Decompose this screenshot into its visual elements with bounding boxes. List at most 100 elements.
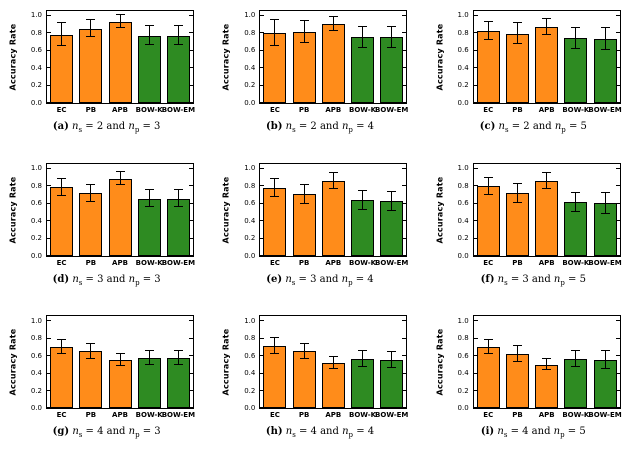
y-tick-icon [47,407,51,409]
y-tick-label: 0.0 [244,404,256,413]
y-tick-label: 0.8 [457,181,469,190]
y-tick-icon [615,32,620,34]
y-tick-icon [402,102,407,103]
x-tick-label-BOW-K: BOW-K [562,258,590,267]
error-bar [119,354,121,367]
y-tick-icon [615,14,620,16]
y-tick-icon [189,14,193,16]
error-bar [90,343,92,360]
y-tick-icon [615,167,620,169]
y-tick-label: 1.0 [457,164,469,173]
y-tick-icon [47,390,51,392]
error-bar [177,189,179,208]
chart-caption-g: (g) ns = 4 and np = 3 [0,426,213,439]
error-bar-cap [144,24,154,26]
chart-panel-g: Accuracy Rate 0.0 0.2 0.4 0.6 0.8 1.0 EC PB APB BO… [0,305,213,458]
caption-math: ns = 2 and np = 3 [72,121,161,134]
error-bar-cap [144,44,154,46]
y-tick-label: 0.2 [457,234,469,243]
error-bar [391,26,393,48]
y-tick-icon [402,185,407,187]
error-bar [575,351,577,368]
y-tick-label: 0.8 [30,28,42,37]
x-tick-label-BOW-EM: BOW-EM [375,106,409,114]
caption-letter: (e) [266,273,283,285]
caption-letter: (f) [480,273,495,285]
error-bar-cap [270,18,280,20]
y-tick-icon [47,254,51,256]
error-bar-cap [57,45,67,47]
error-bar-cap [542,368,552,370]
error-bar-cap [115,171,125,173]
error-bar-cap [115,14,125,16]
caption-math: ns = 2 and np = 5 [498,121,587,134]
x-tick-label-PB: PB [298,411,310,420]
y-tick-icon [189,254,193,256]
error-bar [487,22,489,40]
y-tick-label: 0.0 [244,251,256,260]
error-bar [274,19,276,47]
error-bar [303,343,305,360]
error-bar-cap [270,353,280,355]
error-bar [516,23,518,45]
bar-APB [108,178,132,256]
bar-APB [321,181,345,256]
error-bar-cap [387,46,397,48]
error-bar-cap [387,351,397,353]
x-tick-label-APB: APB [325,411,342,420]
error-bar [119,15,121,28]
error-bar [148,351,150,366]
x-tick-label-BOW-K: BOW-K [135,411,163,420]
y-tick-icon [615,202,620,204]
chart-caption-b: (b) ns = 2 and np = 4 [213,121,426,134]
x-tick-label-EC: EC [56,258,67,267]
y-tick-label: 0.0 [30,99,42,107]
plot-area [46,162,194,257]
y-tick-icon [189,202,193,204]
error-bar [148,25,150,46]
y-tick-icon [615,254,620,256]
error-bar [391,352,393,369]
x-tick-label-EC: EC [269,106,280,114]
y-tick-icon [473,237,478,239]
error-bar-cap [299,342,309,344]
x-tick-label-BOW-K: BOW-K [349,106,377,114]
y-tick-label: 1.0 [244,316,256,325]
error-bar [274,179,276,197]
error-bar-cap [173,349,183,351]
x-tick-label-APB: APB [325,258,342,267]
y-tick-label: 0.8 [457,28,469,37]
bar-PB [505,354,529,409]
error-bar-cap [571,191,581,193]
y-tick-icon [473,102,478,103]
error-bar-cap [173,24,183,26]
error-bar [332,356,334,369]
error-bar-cap [512,345,522,347]
y-tick-icon [47,14,51,16]
y-tick-label: 1.0 [457,316,469,325]
error-bar-cap [387,209,397,211]
error-bar-cap [299,202,309,204]
y-tick-icon [402,407,407,409]
error-bar [487,340,489,355]
y-tick-icon [615,220,620,222]
chart-panel-e: Accuracy Rate 0.0 0.2 0.4 0.6 0.8 1.0 EC PB APB BO… [213,153,426,306]
y-tick-label: 0.6 [457,351,469,360]
error-bar [148,189,150,208]
error-bar [90,19,92,38]
bar-PB [79,28,103,103]
y-tick-icon [473,372,478,374]
error-bar [274,338,276,355]
y-tick-label: 0.2 [30,81,42,90]
error-bar-cap [328,30,338,32]
y-tick-icon [260,167,265,169]
plot-area [46,10,194,104]
y-tick-label: 0.6 [30,46,42,55]
y-tick-label: 0.0 [457,251,469,260]
error-bar-cap [144,364,154,366]
x-tick-label-APB: APB [112,106,128,114]
plot-area [472,162,621,257]
chart-panel-h: Accuracy Rate 0.0 0.2 0.4 0.6 0.8 1.0 EC PB APB BO… [213,305,426,458]
bar-APB [535,26,559,103]
error-bar-cap [358,189,368,191]
